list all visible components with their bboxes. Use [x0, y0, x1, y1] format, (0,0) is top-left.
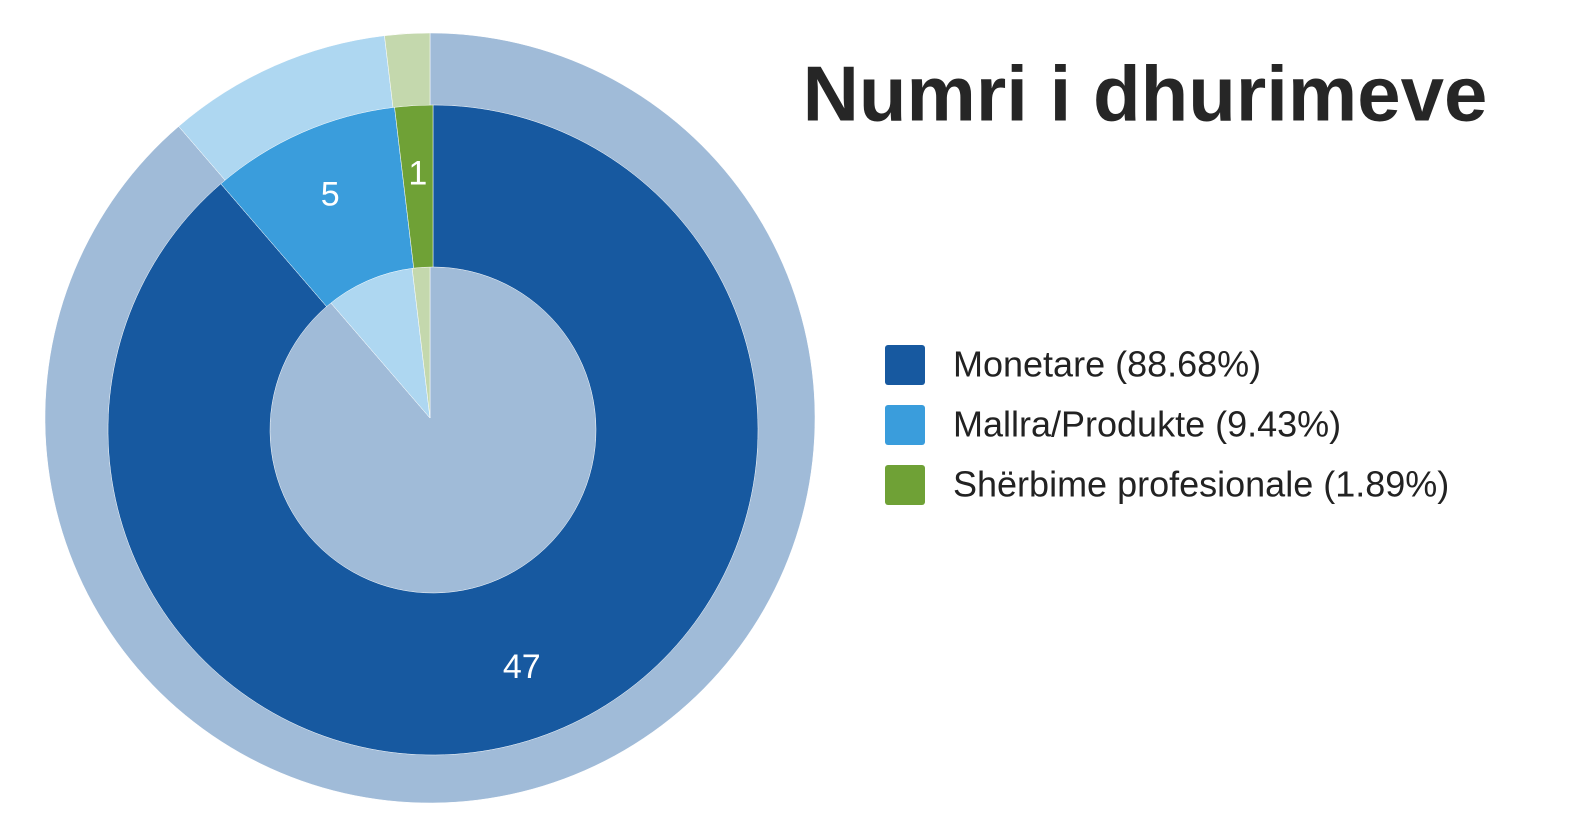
legend-swatch — [885, 465, 925, 505]
data-label: 1 — [408, 154, 427, 192]
slice — [394, 104, 434, 269]
legend-swatch — [885, 405, 925, 445]
donut: 47 5 1 — [107, 104, 759, 756]
legend-swatch — [885, 345, 925, 385]
legend-label: Shërbime profesionale (1.89%) — [953, 464, 1449, 505]
chart-title: Numri i dhurimeve — [803, 50, 1488, 138]
legend-label: Monetare (88.68%) — [953, 344, 1261, 385]
legend-label: Mallra/Produkte (9.43%) — [953, 404, 1341, 445]
slice — [107, 104, 759, 756]
slice — [220, 107, 414, 307]
data-label: 47 — [503, 648, 541, 686]
legend: Monetare (88.68%) Mallra/Produkte (9.43%)… — [885, 344, 1449, 505]
data-label: 5 — [321, 176, 340, 214]
